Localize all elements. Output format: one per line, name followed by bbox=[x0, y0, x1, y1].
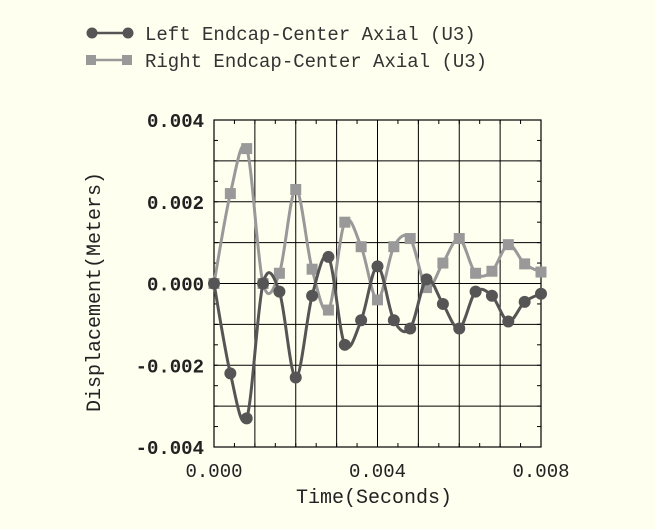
legend-marker-right bbox=[86, 55, 96, 65]
data-point-right bbox=[241, 143, 253, 155]
data-point-right bbox=[535, 266, 547, 278]
legend-entry-left-endcap: Left Endcap-Center Axial (U3) bbox=[86, 24, 476, 46]
x-tick-label: 0.000 bbox=[185, 461, 242, 483]
data-point-left bbox=[485, 289, 498, 302]
data-point-left bbox=[355, 314, 368, 327]
data-point-left bbox=[224, 367, 237, 380]
data-point-left bbox=[436, 297, 449, 310]
legend-label-left: Left Endcap-Center Axial (U3) bbox=[145, 24, 476, 46]
legend: Left Endcap-Center Axial (U3) Right Endc… bbox=[86, 24, 487, 73]
data-point-left bbox=[306, 289, 319, 302]
legend-marker-right-end bbox=[122, 55, 132, 65]
data-point-right bbox=[224, 188, 236, 200]
data-point-right bbox=[404, 233, 416, 245]
data-point-left bbox=[240, 412, 253, 425]
data-point-right bbox=[421, 282, 433, 294]
data-point-right bbox=[339, 216, 351, 228]
data-point-left bbox=[420, 273, 433, 286]
y-tick-label: 0.004 bbox=[147, 111, 204, 133]
data-point-left bbox=[322, 250, 335, 263]
data-point-left bbox=[404, 322, 417, 335]
data-point-right bbox=[437, 257, 449, 269]
y-tick-label: 0.002 bbox=[147, 193, 204, 215]
y-tick-label: 0.000 bbox=[147, 275, 204, 297]
data-point-left bbox=[257, 277, 270, 290]
data-point-right bbox=[322, 304, 334, 316]
x-tick-label: 0.004 bbox=[349, 461, 406, 483]
data-point-left bbox=[208, 277, 220, 290]
data-point-right bbox=[519, 258, 531, 270]
legend-marker-left-end bbox=[122, 27, 134, 39]
data-point-right bbox=[453, 233, 465, 245]
data-point-left bbox=[469, 285, 482, 298]
data-point-right bbox=[306, 263, 318, 275]
legend-entry-right-endcap: Right Endcap-Center Axial (U3) bbox=[86, 51, 487, 73]
data-point-left bbox=[371, 260, 384, 273]
data-point-left bbox=[289, 371, 302, 384]
data-point-right bbox=[470, 267, 482, 279]
y-tick-label: -0.004 bbox=[136, 438, 204, 460]
y-axis-label: Displacement(Meters) bbox=[84, 172, 107, 412]
data-point-right bbox=[273, 267, 285, 279]
data-point-left bbox=[387, 314, 400, 327]
x-tick-label: 0.008 bbox=[512, 461, 569, 483]
y-tick-label: -0.002 bbox=[136, 356, 204, 378]
data-point-right bbox=[388, 241, 400, 253]
data-point-left bbox=[273, 285, 286, 298]
data-point-right bbox=[355, 241, 367, 253]
x-axis-label: Time(Seconds) bbox=[296, 487, 452, 510]
data-point-right bbox=[290, 183, 302, 195]
legend-label-right: Right Endcap-Center Axial (U3) bbox=[145, 51, 487, 73]
data-point-left bbox=[502, 315, 515, 328]
data-point-right bbox=[486, 265, 498, 277]
data-point-left bbox=[453, 322, 466, 335]
data-point-left bbox=[338, 338, 351, 351]
data-point-right bbox=[502, 239, 514, 251]
data-point-right bbox=[372, 294, 383, 306]
legend-marker-left bbox=[86, 27, 98, 39]
data-point-left bbox=[518, 295, 531, 308]
data-point-left bbox=[535, 287, 547, 300]
